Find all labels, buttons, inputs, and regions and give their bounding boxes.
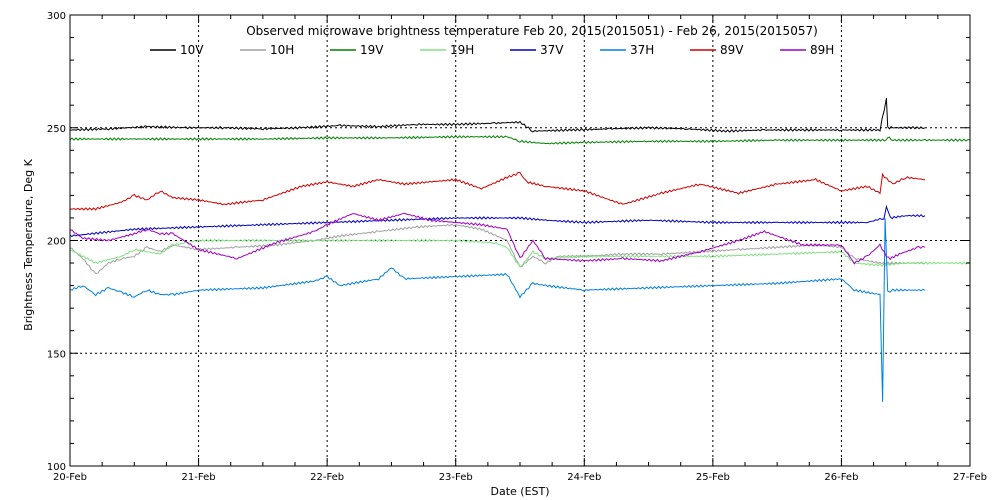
legend-label-10h: 10H xyxy=(270,43,294,57)
x-axis-label: Date (EST) xyxy=(490,485,549,498)
y-tick-labels: 100 150 200 250 300 xyxy=(47,11,66,473)
chart-title: Observed microwave brightness temperatur… xyxy=(246,24,818,38)
series-line-37h xyxy=(69,218,926,402)
legend-label-37v: 37V xyxy=(540,43,564,57)
y-tick-label: 200 xyxy=(47,237,66,248)
axis-ticks xyxy=(69,14,971,467)
x-tick-label: 26-Feb xyxy=(824,472,858,483)
grid-lines xyxy=(70,15,970,466)
legend-label-19v: 19V xyxy=(360,43,384,57)
legend-label-19h: 19H xyxy=(450,43,474,57)
series-line-37v xyxy=(69,204,926,238)
x-tick-label: 21-Feb xyxy=(182,472,216,483)
x-tick-label: 25-Feb xyxy=(696,472,730,483)
legend: 10V 10H 19V 19H 37V 37H 89V 89H xyxy=(150,43,834,57)
x-tick-label: 22-Feb xyxy=(310,472,344,483)
y-tick-label: 300 xyxy=(47,11,66,22)
legend-label-89h: 89H xyxy=(810,43,834,57)
y-axis-label: Brightness Temperature, Deg K xyxy=(22,158,35,330)
y-tick-label: 100 xyxy=(47,462,66,473)
x-tick-labels: 20-Feb 21-Feb 22-Feb 23-Feb 24-Feb 25-Feb 26-F… xyxy=(53,472,987,483)
legend-label-37h: 37H xyxy=(630,43,654,57)
series-line-10v xyxy=(69,98,926,133)
y-tick-label: 250 xyxy=(47,124,66,135)
legend-label-10v: 10V xyxy=(180,43,204,57)
x-tick-label: 20-Feb xyxy=(53,472,87,483)
x-tick-label: 23-Feb xyxy=(439,472,473,483)
legend-label-89v: 89V xyxy=(720,43,744,57)
series-lines xyxy=(69,98,971,402)
x-tick-label: 27-Feb xyxy=(953,472,987,483)
series-line-19h xyxy=(69,238,971,268)
series-line-89h xyxy=(69,212,926,265)
series-line-19v xyxy=(69,135,971,145)
x-tick-label: 24-Feb xyxy=(567,472,601,483)
series-line-10h xyxy=(69,223,926,275)
y-tick-label: 150 xyxy=(47,349,66,360)
series-line-89v xyxy=(69,171,926,211)
